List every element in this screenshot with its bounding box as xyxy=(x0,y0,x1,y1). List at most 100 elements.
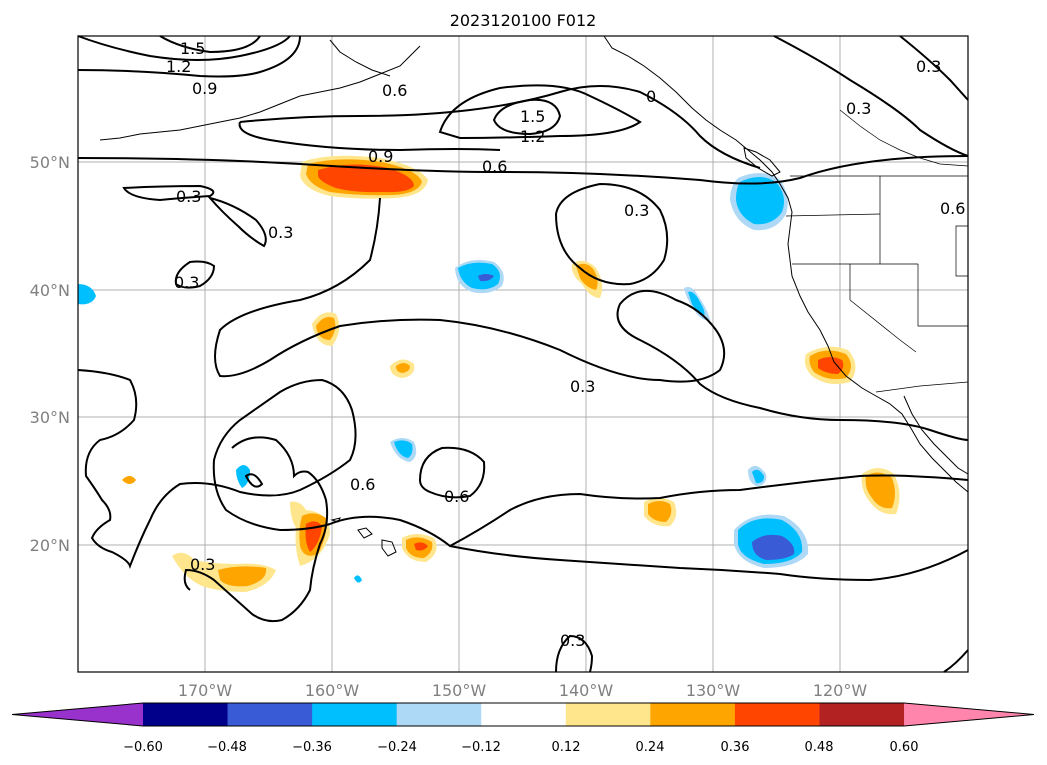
contour-line xyxy=(77,369,357,569)
contour-labels: 1.5 1.2 0.9 0.6 0 0.3 0.3 1.5 1.2 0.9 0.… xyxy=(166,39,965,650)
positive-anomaly-blob xyxy=(414,542,428,551)
colorbar-segment xyxy=(565,703,651,726)
plot-frame xyxy=(77,35,969,673)
colorbar-tick-label: −0.60 xyxy=(123,740,163,755)
latitude-labels: 50°N 40°N 30°N 20°N xyxy=(30,153,70,555)
contour-line xyxy=(555,634,594,673)
colorbar-tick-label: −0.12 xyxy=(461,740,501,755)
longitude-labels: 170°W 160°W 150°W 140°W 130°W 120°W xyxy=(178,681,868,700)
island-vancouver xyxy=(743,147,781,177)
border-nv-az xyxy=(917,264,968,327)
contour-line xyxy=(77,35,291,61)
contour-line xyxy=(244,473,264,488)
contour-label: 0 xyxy=(646,87,656,106)
contour-line xyxy=(899,35,969,101)
contour-label: 0.3 xyxy=(916,57,941,76)
contour-line xyxy=(174,260,216,289)
border-wa-or xyxy=(785,213,881,217)
negative-anomaly-blob xyxy=(688,291,705,316)
colorbar-extend-max xyxy=(904,703,1034,726)
contour-line xyxy=(214,197,969,441)
contour-line xyxy=(122,184,215,202)
colorbar-tick-label: 0.24 xyxy=(636,740,665,755)
contour-label: 1.5 xyxy=(180,39,205,58)
colorbar-segment xyxy=(734,703,820,726)
contour-line xyxy=(183,436,329,623)
contour-label: 0.6 xyxy=(382,81,407,100)
lat-label-40n: 40°N xyxy=(30,281,70,300)
colorbar-outline xyxy=(11,702,1035,727)
map-title: 2023120100 F012 xyxy=(450,11,597,30)
border-canada-inner xyxy=(839,109,969,167)
contour-label: 0.3 xyxy=(174,273,199,292)
contour-line xyxy=(492,98,562,136)
negative-anomaly-blob xyxy=(752,534,795,560)
contour-label: 0.6 xyxy=(482,157,507,176)
contour-line xyxy=(239,85,761,169)
negative-anomaly-blob xyxy=(78,284,96,305)
coastlines xyxy=(99,35,969,557)
positive-anomaly-blob xyxy=(122,476,136,484)
contour-line xyxy=(773,35,969,157)
contour-label: 0.3 xyxy=(560,631,585,650)
lon-label-140w: 140°W xyxy=(559,681,614,700)
contour-line xyxy=(418,446,486,499)
lon-label-170w: 170°W xyxy=(178,681,233,700)
contour-label: 0.3 xyxy=(268,223,293,242)
colorbar-tick-label: 0.36 xyxy=(721,740,750,755)
island-hawaii-3 xyxy=(381,539,397,557)
contour-label: 0.3 xyxy=(846,99,871,118)
colorbar-segment xyxy=(227,703,313,726)
lat-label-30n: 30°N xyxy=(30,408,70,427)
contour-label: 1.2 xyxy=(520,127,545,146)
lon-label-130w: 130°W xyxy=(686,681,741,700)
contour-label: 0.3 xyxy=(570,377,595,396)
island-hawaii-2 xyxy=(357,527,373,539)
negative-anomaly-blob xyxy=(354,575,362,583)
coastline-alaska-islands xyxy=(329,39,391,77)
colorbar-tick-label: −0.36 xyxy=(292,740,332,755)
colorbar-segment xyxy=(819,703,905,726)
contour-line xyxy=(159,35,261,54)
colorbar-tick-labels: −0.60 −0.48 −0.36 −0.24 −0.12 0.12 0.24 … xyxy=(123,740,918,755)
lat-label-50n: 50°N xyxy=(30,153,70,172)
contour-label: 0.3 xyxy=(176,187,201,206)
colorbar-tick-label: 0.60 xyxy=(890,740,919,755)
negative-anomaly-blob xyxy=(478,274,494,282)
contour-label: 0.3 xyxy=(190,555,215,574)
contour-line xyxy=(449,545,969,582)
positive-anomaly-blob xyxy=(648,501,672,522)
lon-label-150w: 150°W xyxy=(432,681,487,700)
positive-anomaly-blob xyxy=(865,472,895,509)
contour-line xyxy=(207,196,267,248)
colorbar-extend-min xyxy=(12,703,143,726)
lon-label-160w: 160°W xyxy=(305,681,360,700)
negative-anomaly-blob xyxy=(394,440,413,458)
contour-line xyxy=(77,155,969,185)
negative-anomaly-blob xyxy=(752,469,764,484)
contour-line xyxy=(943,649,969,673)
colorbar-tick-label: 0.12 xyxy=(552,740,581,755)
contour-label: 0.6 xyxy=(940,199,965,218)
contour-line xyxy=(329,474,969,548)
contour-line xyxy=(438,84,642,140)
coastline-baja xyxy=(903,395,969,475)
colorbar-segment xyxy=(650,703,736,726)
contour-label: 1.5 xyxy=(520,107,545,126)
coastline-aleutians xyxy=(99,45,421,141)
border-us-mexico xyxy=(875,381,969,393)
contour-label: 0.6 xyxy=(350,475,375,494)
contour-label: 0.3 xyxy=(624,201,649,220)
plot-area: 1.5 1.2 0.9 0.6 0 0.3 0.3 1.5 1.2 0.9 0.… xyxy=(77,35,969,673)
positive-anomaly-blob xyxy=(396,363,410,373)
lon-label-120w: 120°W xyxy=(813,681,868,700)
positive-anomaly-blob xyxy=(818,357,844,374)
positive-anomaly-blob xyxy=(318,164,414,193)
colorbar-segment xyxy=(312,703,398,726)
contour-line xyxy=(238,121,501,152)
negative-anomaly-blob xyxy=(236,465,250,488)
colorbar: −0.60 −0.48 −0.36 −0.24 −0.12 0.12 0.24 … xyxy=(11,702,1035,755)
positive-anomaly-blob xyxy=(218,566,267,587)
political-borders xyxy=(785,109,969,393)
